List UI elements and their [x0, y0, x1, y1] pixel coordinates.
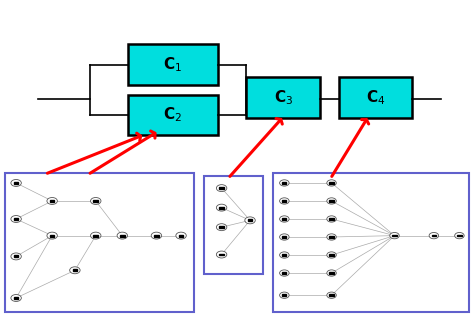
Circle shape — [117, 232, 128, 239]
Bar — [282, 236, 286, 238]
Text: C$_1$: C$_1$ — [164, 55, 182, 74]
Bar — [329, 254, 334, 256]
Bar — [14, 297, 18, 299]
Bar — [93, 235, 98, 237]
Bar — [282, 182, 286, 184]
Bar — [73, 269, 77, 271]
Circle shape — [216, 224, 227, 231]
Circle shape — [455, 232, 464, 239]
Bar — [329, 200, 334, 202]
Bar — [50, 200, 55, 202]
Bar — [14, 182, 18, 184]
Bar — [432, 235, 436, 237]
Bar — [282, 272, 286, 274]
Circle shape — [390, 232, 399, 239]
Circle shape — [280, 216, 289, 222]
Bar — [329, 236, 334, 238]
Circle shape — [280, 180, 289, 186]
Circle shape — [429, 232, 438, 239]
Circle shape — [11, 295, 21, 301]
Bar — [282, 218, 286, 220]
Text: C$_2$: C$_2$ — [164, 106, 182, 124]
Circle shape — [280, 234, 289, 240]
FancyBboxPatch shape — [339, 77, 412, 118]
FancyBboxPatch shape — [246, 77, 320, 118]
Circle shape — [11, 253, 21, 260]
Bar — [14, 255, 18, 257]
Circle shape — [11, 215, 21, 222]
Bar — [154, 235, 159, 237]
Bar — [219, 187, 224, 189]
Bar — [14, 218, 18, 220]
Circle shape — [280, 252, 289, 258]
Circle shape — [280, 198, 289, 204]
Bar — [282, 254, 286, 256]
Circle shape — [327, 180, 336, 186]
Circle shape — [216, 185, 227, 192]
Text: C$_4$: C$_4$ — [366, 88, 385, 107]
Circle shape — [245, 217, 255, 224]
Bar — [282, 294, 286, 296]
Bar — [457, 235, 462, 237]
Bar — [219, 226, 224, 228]
Circle shape — [216, 251, 227, 258]
Text: C$_3$: C$_3$ — [273, 88, 293, 107]
Bar — [120, 235, 125, 237]
Circle shape — [327, 270, 336, 276]
Circle shape — [176, 232, 186, 239]
Circle shape — [327, 292, 336, 298]
Circle shape — [47, 198, 57, 204]
Bar — [392, 235, 397, 237]
Bar — [329, 272, 334, 274]
Circle shape — [327, 216, 336, 222]
Bar — [179, 235, 183, 237]
Circle shape — [11, 180, 21, 186]
Circle shape — [216, 204, 227, 211]
Bar — [219, 254, 224, 255]
Circle shape — [327, 252, 336, 258]
Circle shape — [91, 198, 101, 204]
Bar — [329, 294, 334, 296]
Circle shape — [280, 270, 289, 276]
Circle shape — [91, 232, 101, 239]
Bar — [329, 182, 334, 184]
Bar — [93, 200, 98, 202]
Circle shape — [151, 232, 162, 239]
FancyBboxPatch shape — [204, 176, 263, 274]
Bar — [248, 219, 252, 221]
Circle shape — [327, 198, 336, 204]
FancyBboxPatch shape — [128, 94, 218, 135]
Circle shape — [47, 232, 57, 239]
Circle shape — [70, 267, 80, 274]
FancyBboxPatch shape — [5, 173, 194, 312]
FancyBboxPatch shape — [273, 173, 469, 312]
FancyBboxPatch shape — [128, 44, 218, 85]
Bar — [329, 218, 334, 220]
Circle shape — [280, 292, 289, 298]
Bar — [282, 200, 286, 202]
Circle shape — [327, 234, 336, 240]
Bar — [219, 207, 224, 209]
Bar — [50, 235, 55, 237]
